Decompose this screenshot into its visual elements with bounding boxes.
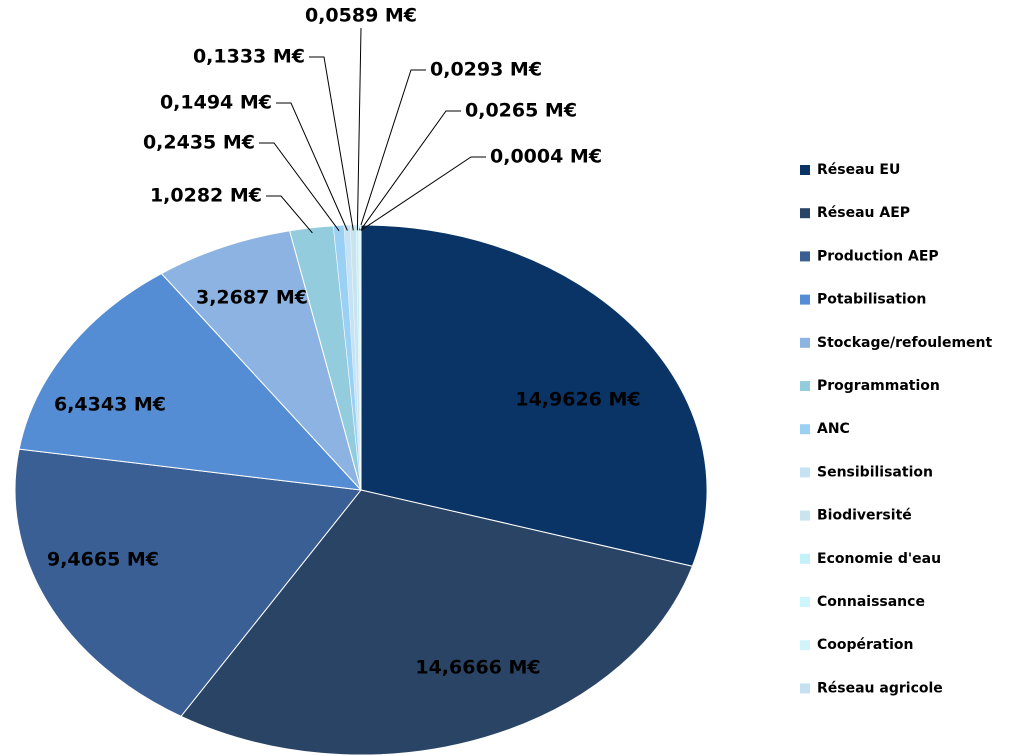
leader-line: [276, 102, 348, 231]
legend-label: ANC: [817, 421, 850, 437]
legend-swatch: [800, 640, 810, 651]
leader-line: [259, 142, 340, 232]
data-label: 0,0265 M€: [465, 100, 577, 122]
data-label: 6,4343 M€: [54, 394, 166, 416]
pie-slice: [14, 448, 362, 717]
legend-swatch: [800, 381, 810, 391]
pie-slice: [360, 224, 708, 567]
pie-slice: [160, 230, 362, 491]
data-label: 0,1494 M€: [160, 92, 272, 114]
legend-swatch: [800, 683, 810, 694]
legend-label: Potabilisation: [817, 292, 926, 308]
data-label: 0,0004 M€: [490, 146, 602, 168]
data-label: 0,2435 M€: [143, 132, 255, 154]
leader-line: [360, 110, 461, 231]
legend-label: Biodiversité: [817, 508, 912, 524]
legend-swatch: [800, 467, 810, 478]
data-label: 0,0589 M€: [305, 5, 417, 27]
legend-label: Réseau AEP: [817, 205, 910, 221]
pie-slice: [18, 272, 363, 491]
legend-swatch: [800, 424, 810, 435]
legend-swatch: [800, 294, 810, 305]
leader-line: [358, 69, 426, 231]
leader-line: [360, 156, 486, 231]
legend-label: Programmation: [817, 378, 940, 394]
legend-label: Stockage/refoulement: [817, 335, 992, 351]
legend-label: Réseau agricole: [817, 680, 943, 696]
legend-swatch: [800, 510, 810, 521]
data-label: 14,6666 M€: [415, 657, 540, 679]
legend-label: Connaissance: [817, 594, 925, 610]
legend-label: Production AEP: [817, 248, 939, 264]
leader-line: [266, 195, 313, 234]
data-label: 14,9626 M€: [515, 389, 640, 411]
legend-label: Coopération: [817, 637, 913, 653]
leader-line: [356, 27, 362, 231]
data-label: 1,0282 M€: [150, 185, 262, 207]
legend-swatch: [800, 251, 810, 262]
legend-label: Economie d'eau: [817, 551, 941, 567]
legend-swatch: [800, 553, 810, 564]
data-label: 0,0293 M€: [430, 59, 542, 81]
leader-line: [309, 56, 354, 231]
legend-label: Réseau EU: [817, 162, 900, 178]
legend-swatch: [800, 208, 810, 219]
data-label: 0,1333 M€: [193, 46, 305, 68]
legend-swatch: [800, 597, 810, 607]
data-label: 9,4665 M€: [47, 549, 159, 571]
data-label: 3,2687 M€: [196, 287, 308, 309]
legend-swatch: [800, 165, 810, 175]
legend-swatch: [800, 337, 810, 348]
legend-label: Sensibilisation: [817, 464, 933, 480]
